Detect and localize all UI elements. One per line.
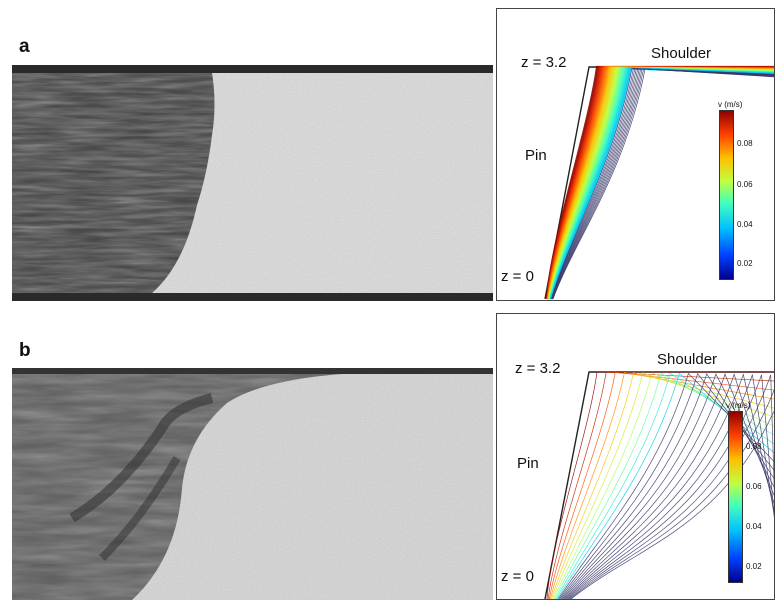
z-bottom-label: z = 0 [501,568,534,585]
streamline-plot-a: z = 3.2 Shoulder Pin z = 0 v (m/s) 0.08 … [496,8,775,301]
colorbar-tick: 0.06 [746,482,762,491]
streamline [552,68,774,300]
streamline [551,372,774,599]
streamline [547,371,774,599]
streamline [558,372,774,599]
z-top-label: z = 3.2 [521,54,567,71]
streamline [551,68,774,300]
streamline [565,373,774,599]
streamline [550,372,774,599]
streamline [570,410,774,599]
pin-label: Pin [525,147,547,164]
streamline [560,373,774,599]
shoulder-label: Shoulder [651,45,712,62]
streamline [555,372,774,599]
streamline [567,374,774,599]
colorbar-tick: 0.08 [737,139,753,148]
z-top-label: z = 3.2 [515,360,561,377]
streamline [553,372,774,599]
colorbar-title: v (m/s) [718,100,743,109]
streamline [552,372,774,599]
colorbar-tick: 0.02 [737,259,753,268]
streamline [551,68,774,300]
colorbar-tick: 0.04 [746,522,762,531]
streamline [552,68,774,300]
streamline [554,372,774,599]
streamline [551,68,774,300]
panel-letter-b: b [19,340,31,361]
streamline [551,68,774,300]
streamline [551,68,774,300]
panel-letter-a: a [19,36,30,57]
colorbar [728,411,743,583]
streamline [556,372,774,599]
micrograph-b [12,368,493,600]
streamline [566,374,774,599]
colorbar-tick: 0.04 [737,220,753,229]
streamline [546,371,774,599]
colorbar-tick: 0.02 [746,562,762,571]
streamline [569,389,774,599]
streamline-plot-b-svg [544,371,774,599]
streamline-plot-a-svg [544,65,774,300]
colorbar-tick: 0.06 [737,180,753,189]
streamline-plot-b: z = 3.2 Shoulder Pin z = 0 v (m/s) 0.08 … [496,313,775,600]
streamline [550,67,774,300]
streamline [551,68,774,300]
colorbar [719,110,734,280]
shoulder-label: Shoulder [657,351,718,368]
colorbar-tick: 0.08 [746,442,762,451]
z-bottom-label: z = 0 [501,268,534,285]
streamline [563,373,774,599]
micrograph-b-image [12,368,493,600]
streamline [548,371,774,599]
streamline [562,373,774,599]
micrograph-a-image [12,65,493,301]
streamline [568,374,774,599]
colorbar-title: v (m/s) [726,401,751,410]
pin-label: Pin [517,455,539,472]
streamline [552,68,774,300]
micrograph-a [12,65,493,301]
streamline [561,373,774,599]
streamline [559,372,774,599]
streamline [552,68,774,300]
